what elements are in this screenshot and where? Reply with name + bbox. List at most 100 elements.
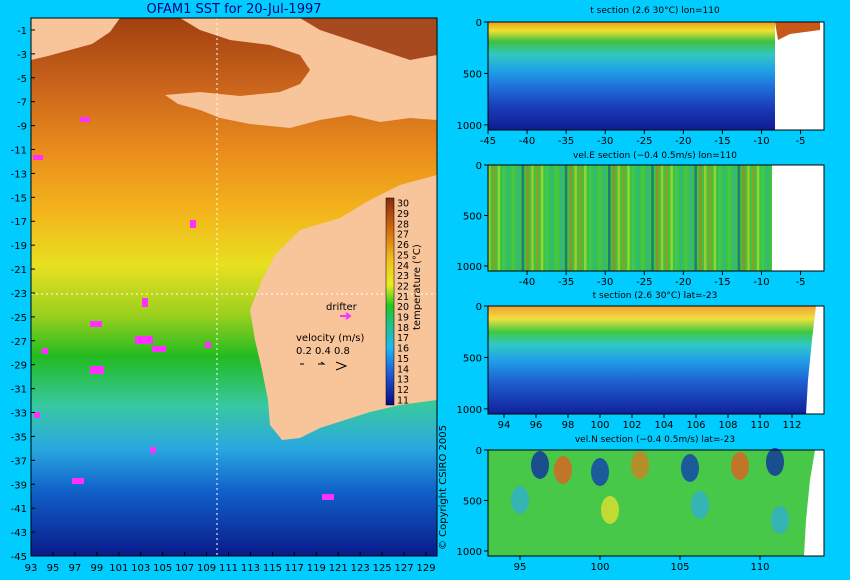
lon-tick-label: 119 — [307, 563, 326, 574]
x-tick-label: 96 — [530, 420, 543, 431]
stripe — [656, 165, 659, 271]
stripe — [665, 165, 669, 271]
stripe — [507, 165, 510, 271]
stripe — [761, 165, 765, 271]
blob — [601, 496, 619, 524]
lat-tick-label: -13 — [11, 169, 27, 180]
panel-veln-section-lat23: vel.N section (−0.4 0.5m/s) lat=-23 0 500… — [457, 435, 825, 573]
x-tick-label: -10 — [753, 277, 769, 288]
sst-map: drifter velocity (m/s) 0.2 0.4 0.8 30292… — [11, 2, 449, 574]
y-tick-label: 500 — [463, 353, 482, 364]
drifter-arrow-icon — [340, 312, 352, 320]
colorbar-tick-label: 21 — [397, 292, 409, 303]
lon-tick-label: 121 — [329, 563, 348, 574]
x-tick-label: -30 — [597, 136, 613, 147]
map-title: OFAM1 SST for 20-Jul-1997 — [146, 2, 321, 17]
stripe — [540, 165, 544, 271]
lat-tick-label: -7 — [17, 98, 27, 109]
colorbar-tick-label: 27 — [397, 230, 409, 241]
land-borneo-brown — [300, 18, 437, 60]
stripe — [555, 165, 558, 271]
stripe — [545, 165, 549, 271]
lon-tick-label: 129 — [416, 563, 435, 574]
x-tick-label: 100 — [590, 562, 609, 573]
map-lon-tick-labels: 93 95 97 99 101 103 105 107 109 111 113 115 117 119 12… — [25, 552, 436, 574]
colorbar-tick-label: 12 — [397, 385, 409, 396]
drifter-marker — [152, 346, 166, 352]
lat-tick-label: -21 — [11, 265, 27, 276]
panel-stripes — [488, 165, 774, 271]
x-tick-label: -20 — [675, 136, 691, 147]
x-tick-label: -20 — [675, 277, 691, 288]
lat-tick-label: -9 — [17, 122, 27, 133]
x-tick-label: -25 — [636, 136, 652, 147]
y-tick-label: 500 — [463, 69, 482, 80]
x-tick-label: -5 — [796, 277, 806, 288]
no-data-region — [775, 22, 824, 130]
map-frame — [30, 17, 438, 557]
lat-tick-label: -19 — [11, 241, 27, 252]
blob — [766, 448, 784, 476]
colorbar-tick-label: 22 — [397, 281, 409, 292]
blob — [631, 451, 649, 479]
drifter-marker — [72, 478, 84, 484]
colorbar-tick-label: 15 — [397, 354, 409, 365]
land-sumatra — [31, 18, 120, 60]
stripe — [492, 165, 496, 271]
x-tick-label: -45 — [480, 136, 496, 147]
blob — [731, 452, 749, 480]
colorbar-tick-label: 29 — [397, 209, 409, 220]
colorbar-tick-label: 30 — [397, 199, 409, 210]
lon-tick-label: 105 — [153, 563, 172, 574]
stripe — [737, 165, 741, 271]
lon-tick-label: 97 — [69, 563, 82, 574]
colorbar — [385, 197, 395, 406]
drifter-marker — [90, 321, 102, 327]
stripe — [699, 165, 702, 271]
colorbar-tick-label: 26 — [397, 240, 409, 251]
y-tick-label: 0 — [476, 161, 482, 172]
stripe — [651, 165, 654, 271]
panel-plot — [488, 22, 824, 130]
stripe — [603, 165, 606, 271]
stripe — [488, 165, 491, 271]
lat-tick-label: -45 — [11, 552, 27, 563]
x-tick-label: -25 — [636, 277, 652, 288]
x-tick-label: -30 — [597, 277, 613, 288]
lat-tick-label: -33 — [11, 409, 27, 420]
x-tick-label: -40 — [519, 136, 535, 147]
x-tick-label: 94 — [498, 420, 511, 431]
stripe — [536, 165, 539, 271]
x-tick-label: 102 — [622, 420, 641, 431]
stripe — [632, 165, 635, 271]
panel-frame — [487, 449, 825, 557]
stripe — [497, 165, 501, 271]
stripe — [579, 165, 582, 271]
stripe — [718, 165, 721, 271]
colorbar-tick-label: 23 — [397, 271, 409, 282]
blob — [681, 454, 699, 482]
stripe — [704, 165, 707, 271]
stripe — [684, 165, 688, 271]
panel-plot — [488, 306, 824, 414]
blob — [511, 486, 529, 514]
stripe — [531, 165, 534, 271]
colorbar-label: temperature (°C) — [412, 244, 423, 330]
lon-tick-label: 127 — [395, 563, 414, 574]
stripe — [689, 165, 693, 271]
stripe — [646, 165, 649, 271]
lon-tick-label: 117 — [285, 563, 304, 574]
stripe — [526, 165, 529, 271]
panel-frame — [487, 305, 825, 415]
drifter-marker — [190, 220, 196, 228]
lat-tick-label: -17 — [11, 217, 27, 228]
stripe — [622, 165, 625, 271]
x-tick-label: -10 — [753, 136, 769, 147]
drifter-marker — [33, 155, 43, 160]
velocity-label: velocity (m/s) — [296, 333, 364, 344]
map-lat-tick-labels: -1 -3 -5 -7 -9 -11 -13 -15 -17 -19 -21 -23 -25 -27 -29… — [11, 26, 35, 563]
lat-tick-label: -43 — [11, 528, 27, 539]
drifter-marker — [34, 412, 40, 418]
stripe — [627, 165, 630, 271]
